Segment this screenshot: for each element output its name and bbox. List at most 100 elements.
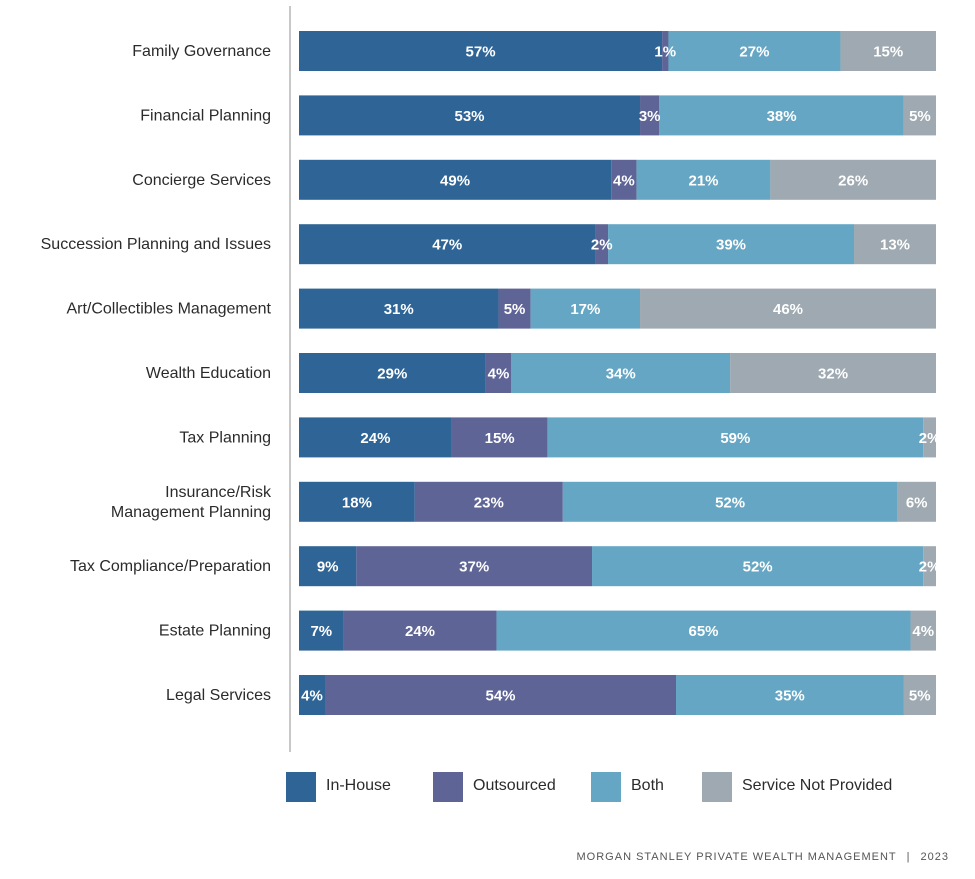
data-label-financial-planning-service-not-provided: 5% — [909, 108, 931, 125]
bar-concierge-services-both — [636, 159, 771, 200]
category-label-insurance-risk-management-planning: Insurance/Risk Management Planning — [111, 484, 272, 521]
data-label-succession-planning-and-issues-outsourced: 2% — [591, 237, 613, 254]
category-label-family-governance: Family Governance — [132, 43, 271, 60]
bar-legal-services-service-not-provided — [903, 675, 936, 715]
legend-swatch-outsourced — [433, 772, 463, 802]
bar-art-collectibles-management-both — [530, 288, 641, 329]
bar-art-collectibles-management-in-house — [299, 288, 499, 329]
bar-tax-compliance-preparation-outsourced — [356, 546, 593, 587]
category-label-art-collectibles-management: Art/Collectibles Management — [66, 301, 271, 318]
bar-financial-planning-outsourced — [640, 95, 660, 136]
bar-estate-planning-in-house — [299, 610, 344, 651]
bar-financial-planning-service-not-provided — [903, 95, 936, 136]
footer-separator: | — [906, 851, 911, 863]
data-label-tax-planning-outsourced: 15% — [485, 430, 515, 447]
bar-financial-planning-in-house — [299, 95, 641, 136]
data-label-insurance-risk-management-planning-both: 52% — [715, 494, 745, 511]
bar-family-governance-service-not-provided — [840, 31, 936, 71]
legend-swatch-in-house — [286, 772, 316, 802]
bar-wealth-education-both — [511, 353, 731, 393]
bar-insurance-risk-management-planning-in-house — [299, 481, 415, 522]
data-label-family-governance-service-not-provided: 15% — [873, 44, 903, 61]
legend-label-both: Both — [631, 777, 664, 794]
data-label-legal-services-in-house: 4% — [301, 688, 323, 705]
data-label-tax-compliance-preparation-service-not-provided: 2% — [919, 559, 941, 576]
data-label-financial-planning-in-house: 53% — [454, 108, 484, 125]
footer: MORGAN STANLEY PRIVATE WEALTH MANAGEMENT… — [577, 851, 949, 863]
data-label-wealth-education-in-house: 29% — [377, 366, 407, 383]
bar-tax-planning-in-house — [299, 417, 452, 458]
category-label-tax-compliance-preparation: Tax Compliance/Preparation — [70, 558, 271, 575]
data-label-concierge-services-service-not-provided: 26% — [838, 172, 868, 189]
category-label-tax-planning: Tax Planning — [179, 429, 271, 446]
data-label-estate-planning-service-not-provided: 4% — [912, 623, 934, 640]
bar-tax-compliance-preparation-in-house — [299, 546, 357, 587]
bar-financial-planning-both — [659, 95, 904, 136]
data-label-tax-compliance-preparation-in-house: 9% — [317, 559, 339, 576]
data-label-concierge-services-in-house: 49% — [440, 172, 470, 189]
bar-tax-planning-service-not-provided — [923, 417, 936, 458]
bar-tax-compliance-preparation-service-not-provided — [923, 546, 936, 587]
data-label-succession-planning-and-issues-service-not-provided: 13% — [880, 237, 910, 254]
category-label-wealth-education: Wealth Education — [146, 365, 271, 382]
data-label-art-collectibles-management-both: 17% — [570, 301, 600, 318]
footer-brand: MORGAN STANLEY PRIVATE WEALTH MANAGEMENT — [576, 851, 897, 863]
data-label-estate-planning-in-house: 7% — [310, 623, 332, 640]
bar-wealth-education-service-not-provided — [730, 353, 936, 393]
category-label-legal-services: Legal Services — [166, 687, 271, 704]
bar-concierge-services-outsourced — [611, 159, 637, 200]
bar-succession-planning-and-issues-outsourced — [595, 224, 609, 265]
data-label-wealth-education-outsourced: 4% — [488, 366, 510, 383]
bar-art-collectibles-management-outsourced — [498, 288, 531, 329]
legend-swatch-service-not-provided — [702, 772, 732, 802]
legend-swatch-both — [591, 772, 621, 802]
bar-estate-planning-outsourced — [343, 610, 497, 651]
bar-family-governance-outsourced — [662, 31, 669, 71]
data-label-tax-planning-both: 59% — [720, 430, 750, 447]
data-label-financial-planning-outsourced: 3% — [639, 108, 661, 125]
data-label-legal-services-both: 35% — [775, 688, 805, 705]
data-label-tax-planning-service-not-provided: 2% — [919, 430, 941, 447]
data-label-succession-planning-and-issues-in-house: 47% — [432, 237, 462, 254]
bar-insurance-risk-management-planning-both — [562, 481, 898, 522]
data-label-art-collectibles-management-service-not-provided: 46% — [773, 301, 803, 318]
data-label-financial-planning-both: 38% — [767, 108, 797, 125]
bar-insurance-risk-management-planning-outsourced — [414, 481, 563, 522]
data-label-tax-compliance-preparation-outsourced: 37% — [459, 559, 489, 576]
category-label-financial-planning: Financial Planning — [140, 107, 271, 124]
data-label-insurance-risk-management-planning-in-house: 18% — [342, 494, 372, 511]
legend-label-outsourced: Outsourced — [473, 777, 556, 794]
data-label-wealth-education-service-not-provided: 32% — [818, 366, 848, 383]
bar-wealth-education-in-house — [299, 353, 486, 393]
data-label-insurance-risk-management-planning-service-not-provided: 6% — [906, 494, 928, 511]
data-label-family-governance-outsourced: 1% — [654, 44, 676, 61]
data-label-art-collectibles-management-in-house: 31% — [384, 301, 414, 318]
data-label-tax-planning-in-house: 24% — [360, 430, 390, 447]
bar-succession-planning-and-issues-service-not-provided — [854, 224, 936, 265]
data-label-family-governance-in-house: 57% — [466, 44, 496, 61]
data-label-tax-compliance-preparation-both: 52% — [743, 559, 773, 576]
category-label-concierge-services: Concierge Services — [132, 172, 271, 189]
bar-wealth-education-outsourced — [485, 353, 512, 393]
footer-year: 2023 — [920, 851, 949, 863]
bar-succession-planning-and-issues-both — [608, 224, 855, 265]
legend-label-in-house: In-House — [326, 777, 391, 794]
bar-tax-planning-outsourced — [451, 417, 548, 458]
bar-legal-services-both — [676, 675, 904, 715]
data-label-wealth-education-both: 34% — [606, 366, 636, 383]
data-label-succession-planning-and-issues-both: 39% — [716, 237, 746, 254]
data-label-concierge-services-both: 21% — [688, 172, 718, 189]
data-label-art-collectibles-management-outsourced: 5% — [504, 301, 526, 318]
bar-tax-planning-both — [547, 417, 924, 458]
bar-legal-services-outsourced — [325, 675, 676, 715]
legend-label-service-not-provided: Service Not Provided — [742, 777, 893, 794]
stacked-bar-chart: Family Governance 57% 1% 27% 15% Financial Pl… — [40, 6, 941, 752]
data-label-estate-planning-both: 65% — [688, 623, 718, 640]
category-label-succession-planning-and-issues: Succession Planning and Issues — [41, 236, 271, 253]
bar-art-collectibles-management-service-not-provided — [640, 288, 936, 329]
data-label-family-governance-both: 27% — [739, 44, 769, 61]
bar-succession-planning-and-issues-in-house — [299, 224, 596, 265]
bar-legal-services-in-house — [299, 675, 325, 715]
data-label-legal-services-service-not-provided: 5% — [909, 688, 931, 705]
data-label-insurance-risk-management-planning-outsourced: 23% — [474, 494, 504, 511]
